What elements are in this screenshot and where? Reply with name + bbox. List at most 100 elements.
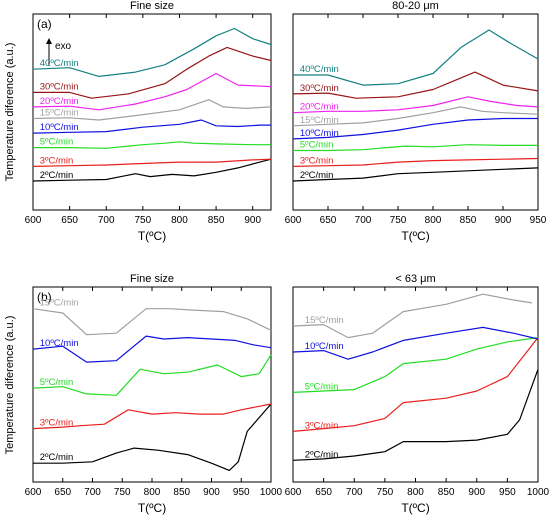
series-line-10c-min bbox=[292, 326, 539, 360]
series-line-15c-min bbox=[292, 106, 539, 127]
chart-panel-3: Fine size (b) 600 650 700 750 800 850 900 950 1000… bbox=[25, 273, 283, 515]
series-label: 5ºC/min bbox=[305, 381, 339, 392]
x-tick-label: 600 bbox=[25, 487, 42, 498]
x-tick-label: 800 bbox=[171, 215, 188, 226]
x-tick-label: 850 bbox=[460, 215, 477, 226]
x-tick-label: 900 bbox=[468, 487, 485, 498]
x-tick-label: 950 bbox=[499, 487, 516, 498]
series-label: 2ºC/min bbox=[305, 449, 339, 460]
series-label: 40ºC/min bbox=[300, 64, 339, 75]
series-label: 5ºC/min bbox=[40, 377, 74, 388]
x-tick-label: 750 bbox=[390, 215, 407, 226]
x-tick-label: 650 bbox=[315, 487, 332, 498]
series-line-3c-min bbox=[32, 158, 272, 167]
series-label: 2ºC/min bbox=[40, 452, 74, 463]
exo-annotation: exo bbox=[55, 41, 72, 52]
series-line-40c-min bbox=[293, 29, 539, 86]
x-tick-label: 700 bbox=[84, 487, 101, 498]
x-tick-label: 900 bbox=[244, 215, 261, 226]
series-label: 30ºC/min bbox=[300, 83, 339, 94]
series-label: 2ºC/min bbox=[300, 170, 334, 181]
panel-title: < 63 μm bbox=[395, 273, 435, 285]
series-line-2c-min bbox=[32, 158, 272, 182]
exo-arrow-icon bbox=[46, 38, 52, 44]
x-tick-label: 600 bbox=[285, 215, 302, 226]
x-tick-label: 900 bbox=[495, 215, 512, 226]
x-axis-label: T(ºC) bbox=[401, 229, 429, 243]
plot-frame bbox=[292, 13, 539, 211]
panel-title: Fine size bbox=[130, 273, 174, 285]
series-label: 20ºC/min bbox=[40, 96, 79, 107]
x-tick-label: 700 bbox=[355, 215, 372, 226]
x-tick-label: 950 bbox=[530, 215, 547, 226]
x-tick-label: 800 bbox=[407, 487, 424, 498]
series-label: 15ºC/min bbox=[40, 298, 79, 309]
x-tick-label: 600 bbox=[25, 215, 42, 226]
series-label: 2ºC/min bbox=[40, 170, 74, 181]
series-line-5c-min bbox=[32, 354, 272, 396]
y-axis-label-bottom: Temperature diference (a.u.) bbox=[4, 316, 16, 455]
x-tick-label: 850 bbox=[173, 487, 190, 498]
series-label: 3ºC/min bbox=[40, 155, 74, 166]
series-label: 40ºC/min bbox=[40, 58, 79, 69]
series-line-2c-min bbox=[33, 403, 272, 471]
x-tick-label: 750 bbox=[135, 215, 152, 226]
x-tick-label: 950 bbox=[233, 487, 250, 498]
series-line-10c-min bbox=[32, 119, 271, 134]
series-line-3c-min bbox=[292, 157, 539, 167]
series-label: 5ºC/min bbox=[300, 139, 334, 150]
x-tick-label: 900 bbox=[203, 487, 220, 498]
x-tick-label: 600 bbox=[285, 487, 302, 498]
chart-panel-2: 80-20 μm 600 650 700 750 800 850 900 950 T(ºC) 2ºC… bbox=[285, 0, 547, 243]
series-line-40c-min bbox=[32, 27, 272, 77]
series-label: 15ºC/min bbox=[40, 108, 79, 119]
x-tick-label: 1000 bbox=[260, 487, 283, 498]
series-label: 30ºC/min bbox=[40, 81, 79, 92]
series-line-2c-min bbox=[292, 369, 539, 461]
x-axis-label: T(ºC) bbox=[138, 229, 166, 243]
series-label: 15ºC/min bbox=[300, 115, 339, 126]
x-tick-label: 750 bbox=[377, 487, 394, 498]
panel-label: (a) bbox=[37, 17, 52, 31]
series-line-10c-min bbox=[32, 335, 272, 363]
plot-frame bbox=[32, 13, 272, 211]
x-axis-label: T(ºC) bbox=[401, 501, 429, 515]
series-line-10c-min bbox=[292, 117, 538, 140]
series-line-5c-min bbox=[293, 144, 538, 152]
series-line-3c-min bbox=[292, 337, 539, 432]
series-label: 5ºC/min bbox=[40, 137, 74, 148]
series-line-3c-min bbox=[32, 403, 272, 430]
series-label: 10ºC/min bbox=[300, 128, 339, 139]
series-line-2c-min bbox=[292, 167, 539, 182]
x-axis-label: T(ºC) bbox=[138, 501, 166, 515]
x-tick-label: 650 bbox=[54, 487, 71, 498]
x-tick-label: 850 bbox=[208, 215, 225, 226]
series-line-15c-min bbox=[292, 293, 532, 339]
series-line-30c-min bbox=[292, 71, 539, 99]
chart-panel-4: < 63 μm 600 650 700 750 800 850 900 950 1000 T(ºC)… bbox=[285, 273, 550, 515]
chart-panel-1: Fine size (a)exo 600 650 700 750 800 850 900 T(ºC… bbox=[25, 0, 272, 243]
series-label: 3ºC/min bbox=[40, 418, 74, 429]
y-axis-label-top: Temperature diference (a.u.) bbox=[4, 43, 16, 182]
x-tick-label: 850 bbox=[438, 487, 455, 498]
series-label: 20ºC/min bbox=[300, 102, 339, 113]
x-tick-label: 750 bbox=[114, 487, 131, 498]
x-tick-label: 800 bbox=[425, 215, 442, 226]
series-line-5c-min bbox=[292, 337, 539, 393]
series-label: 10ºC/min bbox=[305, 341, 344, 352]
series-line-5c-min bbox=[33, 141, 271, 149]
x-tick-label: 650 bbox=[320, 215, 337, 226]
series-label: 15ºC/min bbox=[305, 315, 344, 326]
x-tick-label: 800 bbox=[144, 487, 161, 498]
chart-panels: Fine size (a)exo 600 650 700 750 800 850 900 T(ºC… bbox=[25, 0, 550, 515]
series-label: 10ºC/min bbox=[40, 122, 79, 133]
series-label: 3ºC/min bbox=[300, 155, 334, 166]
panel-label: (b) bbox=[37, 290, 52, 304]
x-tick-label: 700 bbox=[98, 215, 115, 226]
x-tick-label: 650 bbox=[61, 215, 78, 226]
series-line-20c-min bbox=[292, 96, 539, 114]
series-line-15c-min bbox=[32, 99, 272, 121]
panel-title: 80-20 μm bbox=[392, 0, 439, 12]
x-tick-label: 1000 bbox=[527, 487, 550, 498]
